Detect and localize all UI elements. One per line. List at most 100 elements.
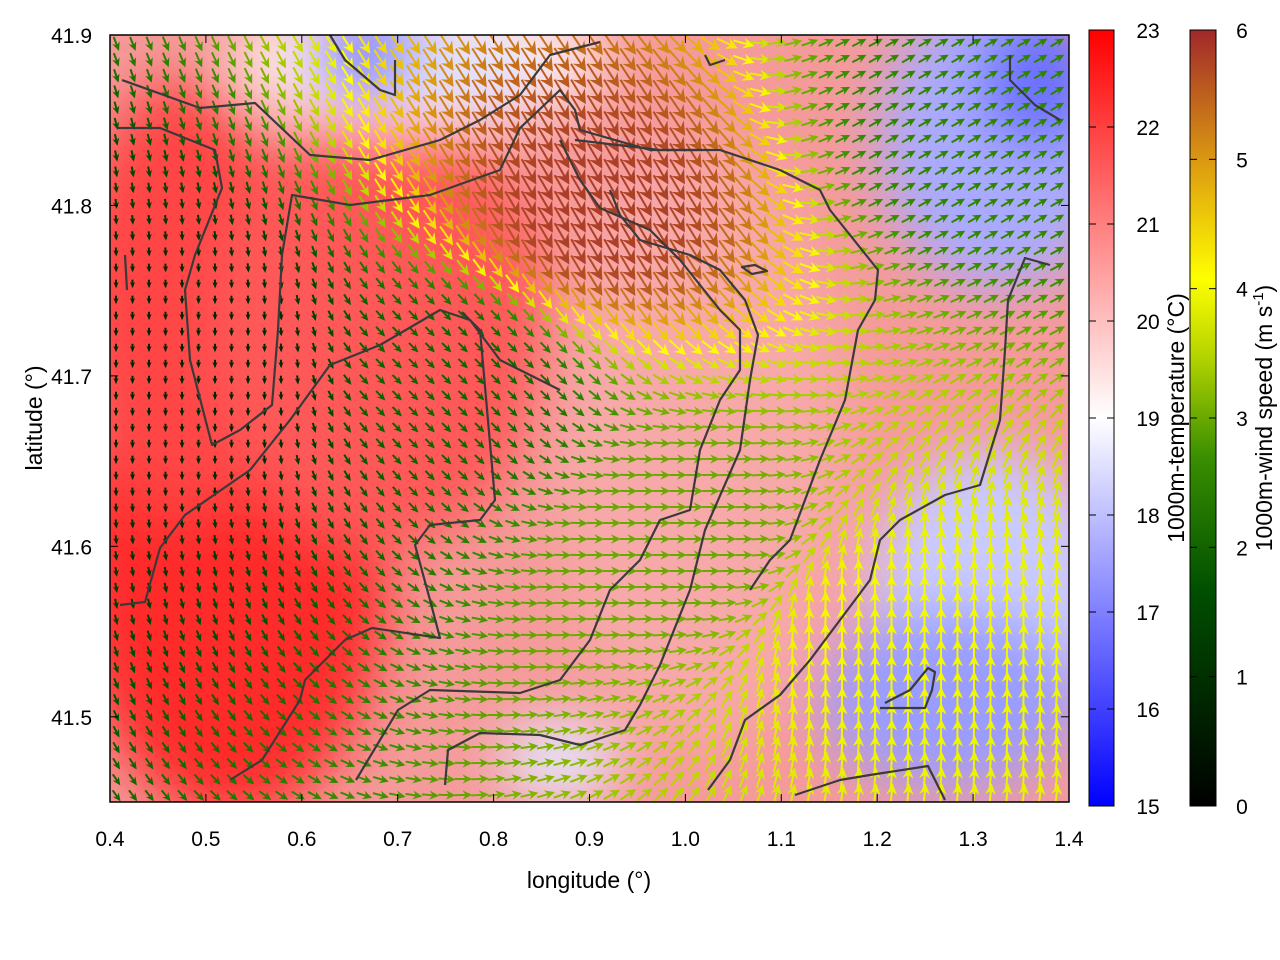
- wind-arrow: [983, 294, 999, 304]
- y-axis-label: latitude (°): [21, 365, 47, 470]
- wind-arrow: [326, 196, 335, 212]
- wind-arrow: [619, 222, 636, 249]
- wind-arrow: [260, 164, 269, 179]
- wind-arrow: [261, 534, 268, 545]
- wind-arrow: [950, 262, 966, 272]
- wind-arrow: [949, 310, 967, 320]
- wind-arrow: [1051, 464, 1062, 485]
- wind-arrow: [294, 343, 301, 353]
- wind-arrow: [553, 110, 570, 137]
- wind-arrow: [967, 38, 982, 48]
- wind-arrow: [112, 150, 120, 162]
- colorbar-tick-label: 6: [1236, 20, 1248, 43]
- wind-arrow: [603, 470, 621, 480]
- wind-arrow: [718, 239, 736, 264]
- wind-arrow: [327, 277, 334, 290]
- wind-arrow: [966, 342, 984, 352]
- wind-arrow: [588, 389, 602, 401]
- wind-arrow: [586, 582, 605, 592]
- wind-arrow: [919, 511, 931, 533]
- wind-arrow: [408, 358, 419, 369]
- wind-arrow: [603, 454, 621, 464]
- wind-arrow: [310, 180, 318, 196]
- wind-arrow: [539, 454, 553, 464]
- wind-arrow: [294, 278, 301, 290]
- wind-arrow: [162, 391, 169, 401]
- wind-arrow: [507, 406, 518, 417]
- wind-arrow: [586, 502, 605, 512]
- wind-arrow: [1034, 559, 1046, 581]
- wind-arrow: [407, 582, 420, 592]
- wind-arrow: [586, 470, 605, 480]
- wind-arrow: [586, 206, 603, 233]
- wind-arrow: [325, 147, 336, 165]
- wind-arrow: [391, 518, 402, 529]
- wind-arrow: [162, 327, 169, 337]
- wind-arrow: [554, 306, 569, 325]
- wind-arrow: [570, 174, 586, 201]
- wind-arrow: [588, 373, 602, 386]
- wind-arrow: [228, 487, 235, 497]
- wind-arrow: [835, 102, 851, 112]
- wind-arrow: [325, 98, 337, 117]
- wind-arrow: [408, 342, 419, 353]
- wind-arrow: [375, 326, 386, 337]
- wind-arrow: [520, 35, 537, 56]
- wind-arrow: [702, 438, 720, 448]
- wind-arrow: [734, 224, 752, 247]
- wind-arrow: [211, 582, 218, 594]
- wind-arrow: [455, 582, 471, 591]
- wind-arrow: [950, 246, 966, 256]
- wind-arrow: [228, 247, 235, 257]
- wind-arrow: [342, 228, 352, 243]
- wind-arrow: [455, 175, 471, 200]
- wind-arrow: [438, 80, 454, 104]
- wind-arrow: [294, 454, 301, 465]
- wind-arrow: [800, 389, 820, 401]
- wind-arrow: [113, 231, 119, 241]
- wind-arrow: [487, 111, 504, 137]
- wind-arrow: [504, 95, 520, 121]
- wind-arrow: [652, 95, 669, 120]
- wind-arrow: [260, 148, 269, 163]
- wind-arrow: [668, 406, 687, 416]
- wind-arrow: [441, 374, 452, 385]
- wind-arrow: [1018, 527, 1030, 549]
- wind-arrow: [278, 343, 284, 353]
- wind-arrow: [520, 110, 537, 137]
- wind-arrow: [145, 598, 152, 610]
- wind-arrow: [1001, 495, 1013, 517]
- wind-arrow: [487, 79, 504, 104]
- wind-arrow: [918, 102, 933, 112]
- wind-arrow: [504, 534, 521, 544]
- y-tick-label: 41.6: [51, 536, 92, 559]
- wind-arrow: [227, 84, 236, 100]
- wind-arrow: [276, 67, 286, 85]
- wind-arrow: [816, 341, 837, 353]
- wind-arrow: [146, 247, 152, 257]
- wind-arrow: [471, 582, 488, 592]
- wind-arrow: [967, 118, 982, 128]
- wind-arrow: [818, 515, 834, 530]
- wind-arrow: [553, 142, 570, 169]
- wind-arrow: [733, 85, 755, 97]
- wind-arrow: [668, 305, 686, 326]
- wind-arrow: [652, 64, 670, 87]
- wind-arrow: [407, 244, 420, 259]
- wind-arrow: [539, 357, 551, 369]
- wind-arrow: [603, 158, 619, 185]
- wind-arrow: [702, 207, 719, 232]
- wind-arrow: [228, 439, 235, 449]
- wind-arrow: [359, 326, 369, 337]
- wind-arrow: [390, 161, 404, 182]
- wind-arrow: [358, 614, 370, 625]
- wind-arrow: [572, 373, 585, 386]
- wind-arrow: [799, 245, 821, 257]
- wind-arrow: [603, 518, 621, 528]
- wind-arrow: [735, 534, 753, 544]
- wind-arrow: [162, 423, 169, 433]
- wind-arrow: [441, 422, 452, 433]
- wind-arrow: [849, 406, 869, 416]
- wind-arrow: [884, 230, 900, 240]
- wind-arrow: [983, 326, 1000, 336]
